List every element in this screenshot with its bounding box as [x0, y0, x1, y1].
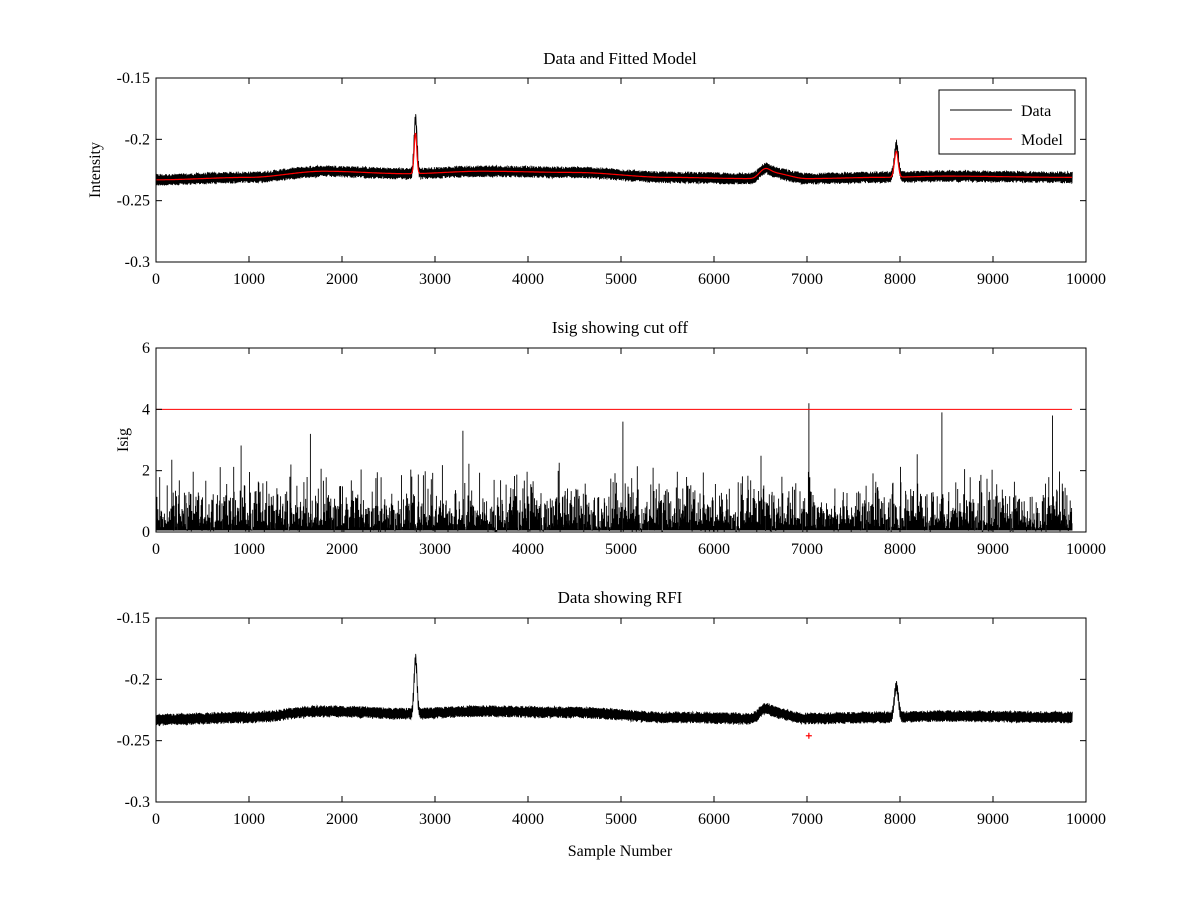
- panel-2-plot: [155, 403, 1073, 532]
- x-tick-label: 9000: [977, 271, 1009, 288]
- x-tick-label: 10000: [1066, 541, 1106, 558]
- legend-box: [938, 89, 1076, 155]
- panel-2-title: Isig showing cut off: [552, 318, 688, 337]
- y-tick-label: 4: [142, 401, 150, 418]
- series-line-model: [156, 132, 1072, 181]
- x-tick-label: 6000: [698, 811, 730, 828]
- panel-data-and-fitted-model: Data and Fitted Model Intensity 0 1000 200…: [87, 49, 1106, 288]
- x-tick-label: 3000: [419, 271, 451, 288]
- panel-2-x-ticks: 0 1000 2000 3000 4000 5000 6000 7000 8000 9000 100…: [152, 348, 1106, 558]
- y-tick-label: -0.25: [117, 193, 150, 210]
- x-tick-label: 0: [152, 271, 160, 288]
- panel-data-showing-rfi: Data showing RFI 0 1000 2000 3000 4000 5000 60…: [117, 588, 1106, 860]
- panel-1-x-ticks: 0 1000 2000 3000 4000 5000 6000 7000 8000 9000 100…: [152, 78, 1106, 288]
- y-tick-label: -0.15: [117, 610, 150, 627]
- x-tick-label: 9000: [977, 811, 1009, 828]
- x-tick-label: 9000: [977, 541, 1009, 558]
- x-tick-label: 7000: [791, 271, 823, 288]
- x-tick-label: 0: [152, 541, 160, 558]
- series-line-data: [155, 653, 1073, 727]
- panel-3-title: Data showing RFI: [558, 588, 683, 607]
- x-tick-label: 1000: [233, 271, 265, 288]
- y-tick-label: 2: [142, 463, 150, 480]
- x-tick-label: 5000: [605, 811, 637, 828]
- y-tick-label: -0.15: [117, 70, 150, 87]
- x-tick-label: 8000: [884, 271, 916, 288]
- x-tick-label: 8000: [884, 811, 916, 828]
- x-tick-label: 2000: [326, 271, 358, 288]
- x-tick-label: 6000: [698, 271, 730, 288]
- y-tick-label: -0.3: [125, 254, 150, 271]
- x-tick-label: 6000: [698, 541, 730, 558]
- x-tick-label: 1000: [233, 811, 265, 828]
- rfi-marker: [805, 732, 812, 739]
- x-axis-label: Sample Number: [568, 843, 673, 860]
- x-tick-label: 7000: [791, 541, 823, 558]
- x-tick-label: 8000: [884, 541, 916, 558]
- panel-3-y-ticks: -0.15 -0.2 -0.25 -0.3: [117, 610, 1086, 811]
- x-tick-label: 4000: [512, 271, 544, 288]
- panel-3-plot: [155, 653, 1073, 739]
- legend: Data Model: [938, 89, 1076, 155]
- y-tick-label: -0.2: [125, 671, 150, 688]
- x-tick-label: 1000: [233, 541, 265, 558]
- x-tick-label: 2000: [326, 541, 358, 558]
- panel-3-x-ticks: 0 1000 2000 3000 4000 5000 6000 7000 8000 9000 100…: [152, 618, 1106, 828]
- x-tick-label: 4000: [512, 541, 544, 558]
- x-tick-label: 10000: [1066, 271, 1106, 288]
- legend-data-label: Data: [1021, 103, 1051, 120]
- y-tick-label: -0.25: [117, 733, 150, 750]
- y-tick-label: -0.3: [125, 794, 150, 811]
- panel-1-title: Data and Fitted Model: [543, 49, 697, 68]
- panel-1-plot: [155, 114, 1073, 187]
- panel-1-y-ticks: -0.15 -0.2 -0.25 -0.3: [117, 70, 1086, 271]
- x-tick-label: 3000: [419, 541, 451, 558]
- x-tick-label: 7000: [791, 811, 823, 828]
- x-tick-label: 4000: [512, 811, 544, 828]
- panel-isig-cutoff: Isig showing cut off Isig 0 1000 2000 3000 4…: [115, 318, 1106, 558]
- x-tick-label: 5000: [605, 541, 637, 558]
- x-tick-label: 5000: [605, 271, 637, 288]
- x-tick-label: 0: [152, 811, 160, 828]
- panel-1-ylabel: Intensity: [87, 142, 104, 198]
- x-tick-label: 3000: [419, 811, 451, 828]
- y-tick-label: -0.2: [125, 131, 150, 148]
- y-tick-label: 0: [142, 524, 150, 541]
- panel-2-y-ticks: 0 2 4 6: [142, 340, 1086, 541]
- panel-2-ylabel: Isig: [115, 428, 132, 452]
- legend-model-label: Model: [1021, 132, 1063, 149]
- y-tick-label: 6: [142, 340, 150, 357]
- x-tick-label: 2000: [326, 811, 358, 828]
- x-tick-label: 10000: [1066, 811, 1106, 828]
